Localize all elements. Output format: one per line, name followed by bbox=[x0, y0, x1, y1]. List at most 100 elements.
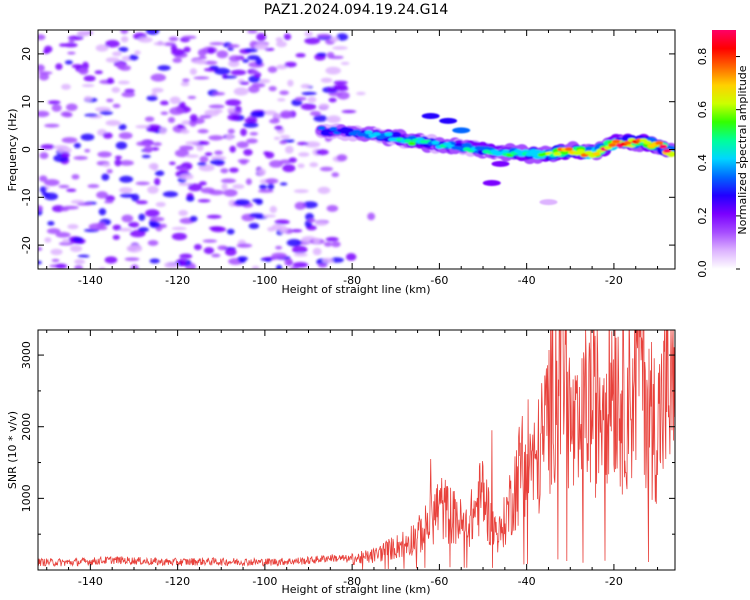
heatmap-cell bbox=[138, 36, 153, 43]
heatmap-cell bbox=[66, 188, 77, 193]
spectrogram-noise-layer bbox=[38, 30, 376, 269]
spectrogram-y-tick-label: 0 bbox=[20, 146, 33, 153]
heatmap-cell bbox=[154, 177, 161, 186]
heatmap-cell bbox=[283, 33, 292, 41]
heatmap-cell bbox=[42, 50, 50, 54]
heatmap-cell bbox=[203, 60, 218, 65]
heatmap-cell bbox=[83, 95, 93, 102]
heatmap-cell bbox=[341, 109, 357, 114]
heatmap-cell bbox=[195, 140, 210, 146]
heatmap-cell bbox=[84, 149, 91, 153]
heatmap-cell bbox=[170, 44, 178, 52]
spectrogram-y-tick-label: -20 bbox=[20, 236, 33, 254]
heatmap-cell bbox=[51, 104, 62, 112]
heatmap-cell bbox=[74, 265, 83, 269]
heatmap-cell bbox=[106, 77, 114, 84]
heatmap-ridge-cell bbox=[513, 149, 522, 154]
heatmap-cell bbox=[284, 61, 297, 68]
heatmap-cell bbox=[298, 152, 310, 157]
heatmap-cell bbox=[286, 238, 302, 247]
heatmap-cell bbox=[252, 198, 263, 203]
heatmap-cell bbox=[293, 189, 309, 194]
heatmap-cell bbox=[38, 247, 43, 251]
heatmap-cell bbox=[157, 65, 171, 71]
heatmap-cell bbox=[124, 257, 140, 262]
heatmap-cell bbox=[38, 64, 45, 72]
heatmap-cell bbox=[115, 141, 128, 150]
heatmap-cell bbox=[314, 221, 328, 226]
heatmap-cell bbox=[259, 184, 268, 190]
heatmap-cell bbox=[136, 141, 150, 147]
heatmap-cell bbox=[313, 115, 328, 122]
spectrogram-x-axis-label: Height of straight line (km) bbox=[281, 283, 430, 296]
heatmap-cell bbox=[38, 72, 50, 81]
heatmap-cell bbox=[197, 162, 207, 167]
heatmap-cell bbox=[164, 261, 179, 269]
heatmap-cell bbox=[130, 264, 139, 269]
heatmap-cell bbox=[276, 264, 283, 269]
heatmap-ridge-cell bbox=[372, 132, 381, 137]
heatmap-cell bbox=[80, 133, 95, 141]
colorbar-bar bbox=[712, 30, 736, 269]
colorbar-tick-label: 0.2 bbox=[696, 207, 709, 225]
heatmap-cell bbox=[102, 132, 113, 139]
heatmap-cell bbox=[116, 62, 126, 70]
heatmap-cell bbox=[229, 145, 236, 153]
heatmap-cell bbox=[328, 97, 337, 103]
heatmap-cell bbox=[315, 149, 329, 156]
heatmap-cell bbox=[257, 168, 266, 176]
spectrogram-y-tick-label: 20 bbox=[20, 47, 33, 61]
heatmap-cell bbox=[336, 91, 350, 100]
heatmap-cell bbox=[250, 111, 262, 118]
heatmap-cell bbox=[336, 154, 348, 162]
heatmap-cell bbox=[102, 163, 111, 167]
heatmap-cell bbox=[320, 77, 333, 83]
heatmap-cell bbox=[331, 241, 341, 248]
snr-x-tick-label: -60 bbox=[430, 575, 448, 588]
heatmap-cell bbox=[114, 155, 122, 160]
heatmap-cell bbox=[239, 159, 248, 165]
heatmap-cell bbox=[227, 107, 236, 113]
heatmap-cell bbox=[87, 184, 100, 189]
heatmap-cell bbox=[114, 159, 122, 167]
heatmap-cell bbox=[193, 243, 202, 251]
heatmap-cell bbox=[209, 159, 225, 166]
heatmap-ridge-cell bbox=[407, 141, 416, 146]
heatmap-cell bbox=[55, 232, 71, 238]
heatmap-cell bbox=[193, 76, 210, 80]
heatmap-cell bbox=[135, 200, 148, 205]
heatmap-cell bbox=[128, 221, 140, 228]
heatmap-cell bbox=[304, 31, 313, 37]
heatmap-cell bbox=[197, 129, 209, 134]
heatmap-cell bbox=[55, 63, 63, 71]
heatmap-cell bbox=[159, 100, 169, 106]
heatmap-cell bbox=[327, 87, 339, 92]
heatmap-ridge-cell bbox=[452, 127, 471, 134]
heatmap-cell bbox=[71, 64, 83, 69]
heatmap-cell bbox=[51, 205, 65, 213]
heatmap-cell bbox=[189, 215, 198, 222]
heatmap-cell bbox=[214, 67, 231, 75]
heatmap-cell bbox=[280, 110, 293, 119]
heatmap-cell bbox=[277, 98, 286, 102]
heatmap-cell bbox=[302, 201, 318, 209]
heatmap-cell bbox=[104, 200, 114, 204]
heatmap-cell bbox=[40, 144, 55, 150]
heatmap-cell bbox=[245, 178, 252, 185]
heatmap-ridge-cell bbox=[655, 140, 664, 145]
heatmap-cell bbox=[135, 125, 150, 129]
heatmap-cell bbox=[317, 186, 331, 194]
heatmap-ridge-cell bbox=[553, 151, 562, 156]
heatmap-cell bbox=[309, 110, 322, 117]
heatmap-cell bbox=[187, 183, 203, 192]
spectrogram-x-tick-label: -120 bbox=[165, 274, 190, 287]
heatmap-cell bbox=[144, 116, 155, 122]
heatmap-cell bbox=[152, 142, 162, 147]
spectrogram-y-axis-label: Frequency (Hz) bbox=[6, 109, 19, 192]
snr-y-axis-label: SNR (10 * v/v) bbox=[6, 411, 19, 489]
heatmap-cell bbox=[112, 234, 120, 240]
heatmap-cell bbox=[44, 123, 60, 128]
heatmap-cell bbox=[169, 161, 176, 165]
heatmap-cell bbox=[121, 91, 136, 98]
heatmap-cell bbox=[38, 34, 46, 41]
